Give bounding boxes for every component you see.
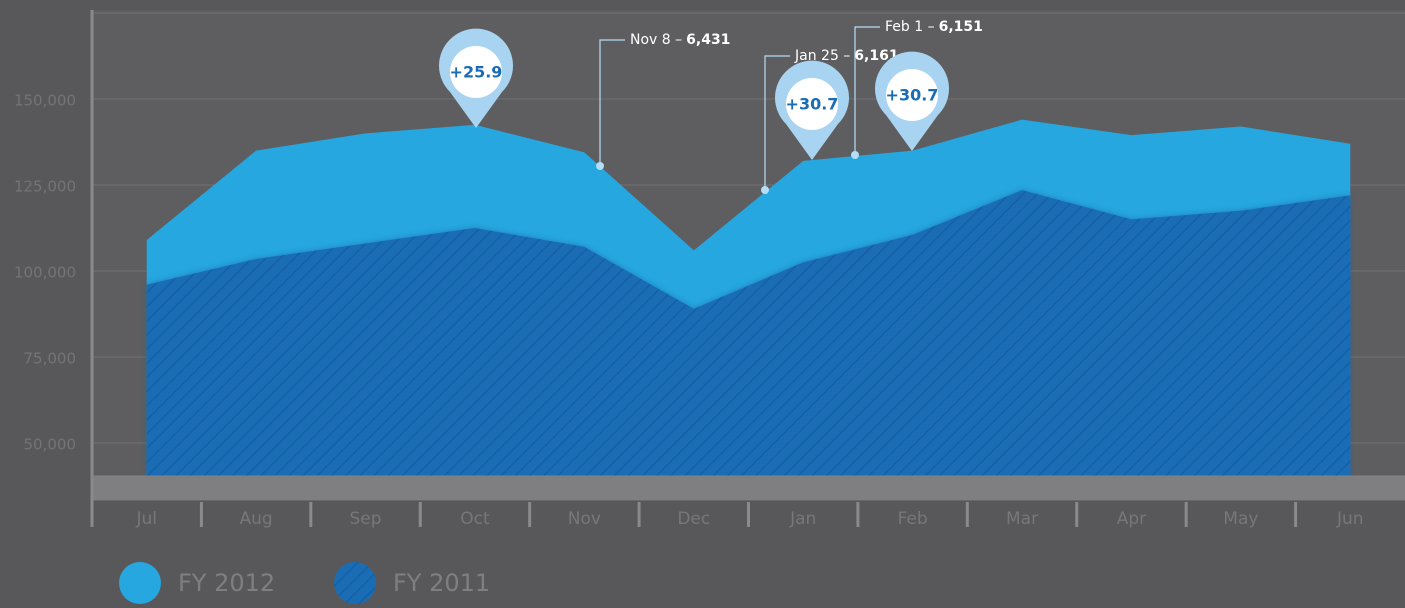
pin-inner <box>786 78 838 130</box>
y-tick-label: 75,000 <box>24 350 77 368</box>
pin-inner <box>886 69 938 121</box>
callout-date: Jan 25 – <box>794 48 850 64</box>
x-tick-label: Oct <box>460 509 490 529</box>
pin-label: +30.7 <box>786 95 839 114</box>
callout-line <box>599 39 625 166</box>
x-tick-label: Jul <box>135 509 157 529</box>
callout-dot <box>761 186 769 194</box>
legend-swatch <box>119 562 161 604</box>
callout-date: Feb 1 – <box>885 19 935 35</box>
pin-label: +30.7 <box>886 86 939 105</box>
x-axis-band <box>92 475 1405 501</box>
callout-date: Nov 8 – <box>630 32 682 48</box>
x-tick-label: Feb <box>898 509 928 529</box>
x-tick-label: Jan <box>789 509 816 529</box>
x-tick-label: Sep <box>350 509 382 529</box>
callout-value: 6,151 <box>939 19 983 35</box>
x-tick-label: Apr <box>1117 509 1146 529</box>
callout-line <box>854 26 880 155</box>
callout-dot <box>596 162 604 170</box>
pin-label: +25.9 <box>450 63 503 82</box>
legend-label: FY 2011 <box>393 569 490 597</box>
legend-swatch <box>334 562 376 604</box>
callout-label: Feb 1 –6,151 <box>885 19 983 35</box>
pin-inner <box>450 46 502 98</box>
x-tick-label: Aug <box>240 509 273 529</box>
x-tick-label: Mar <box>1006 509 1038 529</box>
callout-dot <box>851 151 859 159</box>
y-tick-label: 50,000 <box>24 436 77 454</box>
x-tick-label: Dec <box>677 509 710 529</box>
x-tick-label: May <box>1223 509 1258 529</box>
y-tick-label: 100,000 <box>14 264 76 282</box>
y-tick-label: 150,000 <box>14 92 76 110</box>
callout-label: Jan 25 –6,161 <box>794 48 899 64</box>
callout-line <box>764 55 790 190</box>
x-tick-label: Nov <box>568 509 601 529</box>
y-tick-label: 125,000 <box>14 178 76 196</box>
callout-value: 6,431 <box>686 32 730 48</box>
legend-label: FY 2012 <box>178 569 275 597</box>
area <box>146 190 1351 478</box>
x-tick-label: Jun <box>1336 509 1364 529</box>
callout-value: 6,161 <box>854 48 898 64</box>
callout-label: Nov 8 –6,431 <box>630 32 730 48</box>
